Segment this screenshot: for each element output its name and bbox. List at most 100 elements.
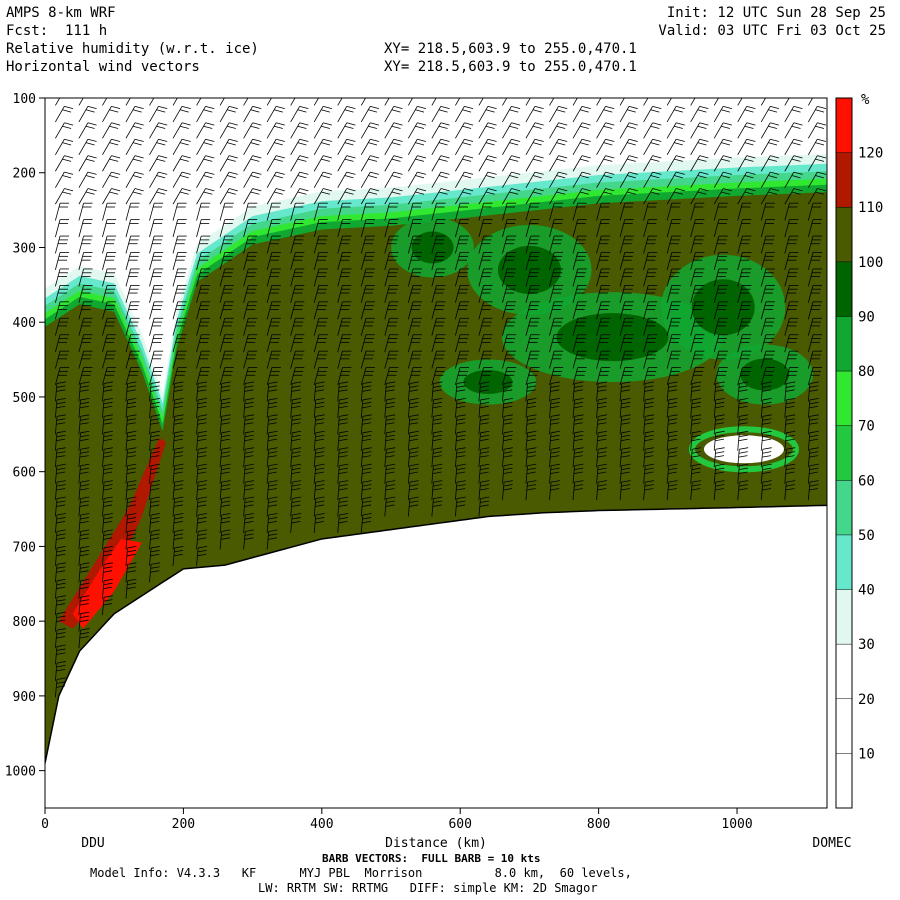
wind-barb <box>619 480 631 501</box>
wind-barb <box>549 235 564 254</box>
wind-barb <box>384 171 403 188</box>
y-tick-label: 100 <box>13 92 36 107</box>
wind-barb <box>596 381 608 402</box>
wind-barb <box>149 414 160 435</box>
wind-barb <box>666 235 681 254</box>
wind-barb <box>666 397 678 418</box>
wind-barb <box>596 463 608 484</box>
wind-barb <box>431 447 443 468</box>
wind-barb <box>478 171 497 188</box>
wind-barb <box>407 105 427 123</box>
wind-barb <box>807 367 822 386</box>
wind-barb <box>243 122 262 139</box>
wind-barb <box>54 381 66 402</box>
wind-barb <box>243 480 255 501</box>
wind-barb <box>196 447 208 468</box>
wind-barb <box>784 252 799 270</box>
wind-barb <box>431 105 450 123</box>
colorbar-label: 40 <box>858 583 875 599</box>
wind-barb <box>454 235 470 254</box>
wind-barb <box>219 105 238 123</box>
wind-barb <box>172 381 184 402</box>
wind-barb <box>290 219 305 238</box>
wind-barb <box>290 367 305 386</box>
wind-barb <box>619 301 634 320</box>
wind-barb <box>266 284 281 303</box>
wind-barb <box>290 397 302 418</box>
wind-barb <box>196 317 211 336</box>
wind-barb <box>549 430 560 451</box>
wind-barb <box>266 496 278 517</box>
wind-barb <box>219 334 234 353</box>
wind-barb <box>431 414 443 435</box>
wind-barb <box>760 105 780 123</box>
wind-barb <box>125 334 140 353</box>
colorbar-swatch <box>836 152 852 208</box>
wind-barb <box>478 235 493 254</box>
wind-barb <box>454 430 466 451</box>
wind-barb <box>125 578 137 599</box>
y-tick-label: 300 <box>13 241 36 256</box>
wind-barb <box>78 350 93 369</box>
wind-barb <box>55 98 61 106</box>
wind-barb <box>690 219 705 238</box>
wind-barb <box>54 397 66 418</box>
wind-barb <box>454 397 466 418</box>
wind-barb <box>572 397 584 418</box>
wind-barb <box>172 414 184 435</box>
wind-barb <box>243 496 255 517</box>
wind-barb <box>525 219 540 238</box>
wind-barb <box>666 367 681 386</box>
wind-barb <box>666 105 685 123</box>
wind-barb <box>666 138 685 156</box>
wind-barb <box>737 138 756 156</box>
wind-barb <box>572 480 584 501</box>
rh-dry-slot <box>703 435 784 464</box>
wind-barb <box>384 105 403 123</box>
wind-barb <box>78 122 97 139</box>
wind-barb <box>149 496 160 517</box>
wind-barb <box>360 138 380 156</box>
wind-barb <box>784 480 796 501</box>
wind-barb <box>784 155 803 172</box>
wind-barb <box>54 595 66 616</box>
wind-barb <box>690 414 702 435</box>
wind-barb <box>807 480 819 501</box>
wind-barb <box>713 301 728 320</box>
wind-barb <box>737 430 749 451</box>
wind-barb <box>102 301 117 320</box>
wind-barb <box>666 463 678 484</box>
wind-barb <box>125 301 140 320</box>
wind-barb <box>172 430 184 451</box>
wind-barb <box>313 334 328 353</box>
wind-barb <box>102 463 113 484</box>
wind-barb <box>196 122 215 139</box>
wind-barb <box>666 284 681 303</box>
wind-barb <box>807 98 814 106</box>
wind-barb <box>102 235 117 254</box>
wind-barb <box>219 252 234 270</box>
wind-barb <box>643 122 662 139</box>
wind-barb <box>196 334 211 353</box>
wind-barb <box>784 98 790 106</box>
wind-barb <box>666 480 678 501</box>
wind-barb <box>78 367 93 386</box>
wind-barb <box>690 98 696 106</box>
wind-barb <box>290 430 302 451</box>
wind-barb <box>690 317 705 336</box>
wind-barb <box>596 301 611 320</box>
wind-barb <box>478 414 490 435</box>
wind-barb <box>54 480 66 501</box>
wind-barb <box>102 138 121 156</box>
wind-barb <box>125 219 140 238</box>
wind-barb <box>407 350 422 369</box>
wind-barb <box>290 138 309 156</box>
wind-barb <box>243 268 258 287</box>
wind-barb <box>619 235 634 254</box>
wind-barb <box>384 334 399 353</box>
wind-barb <box>760 284 775 303</box>
wind-barb <box>478 447 490 468</box>
wind-barb <box>243 334 258 353</box>
wind-barb <box>360 105 380 123</box>
